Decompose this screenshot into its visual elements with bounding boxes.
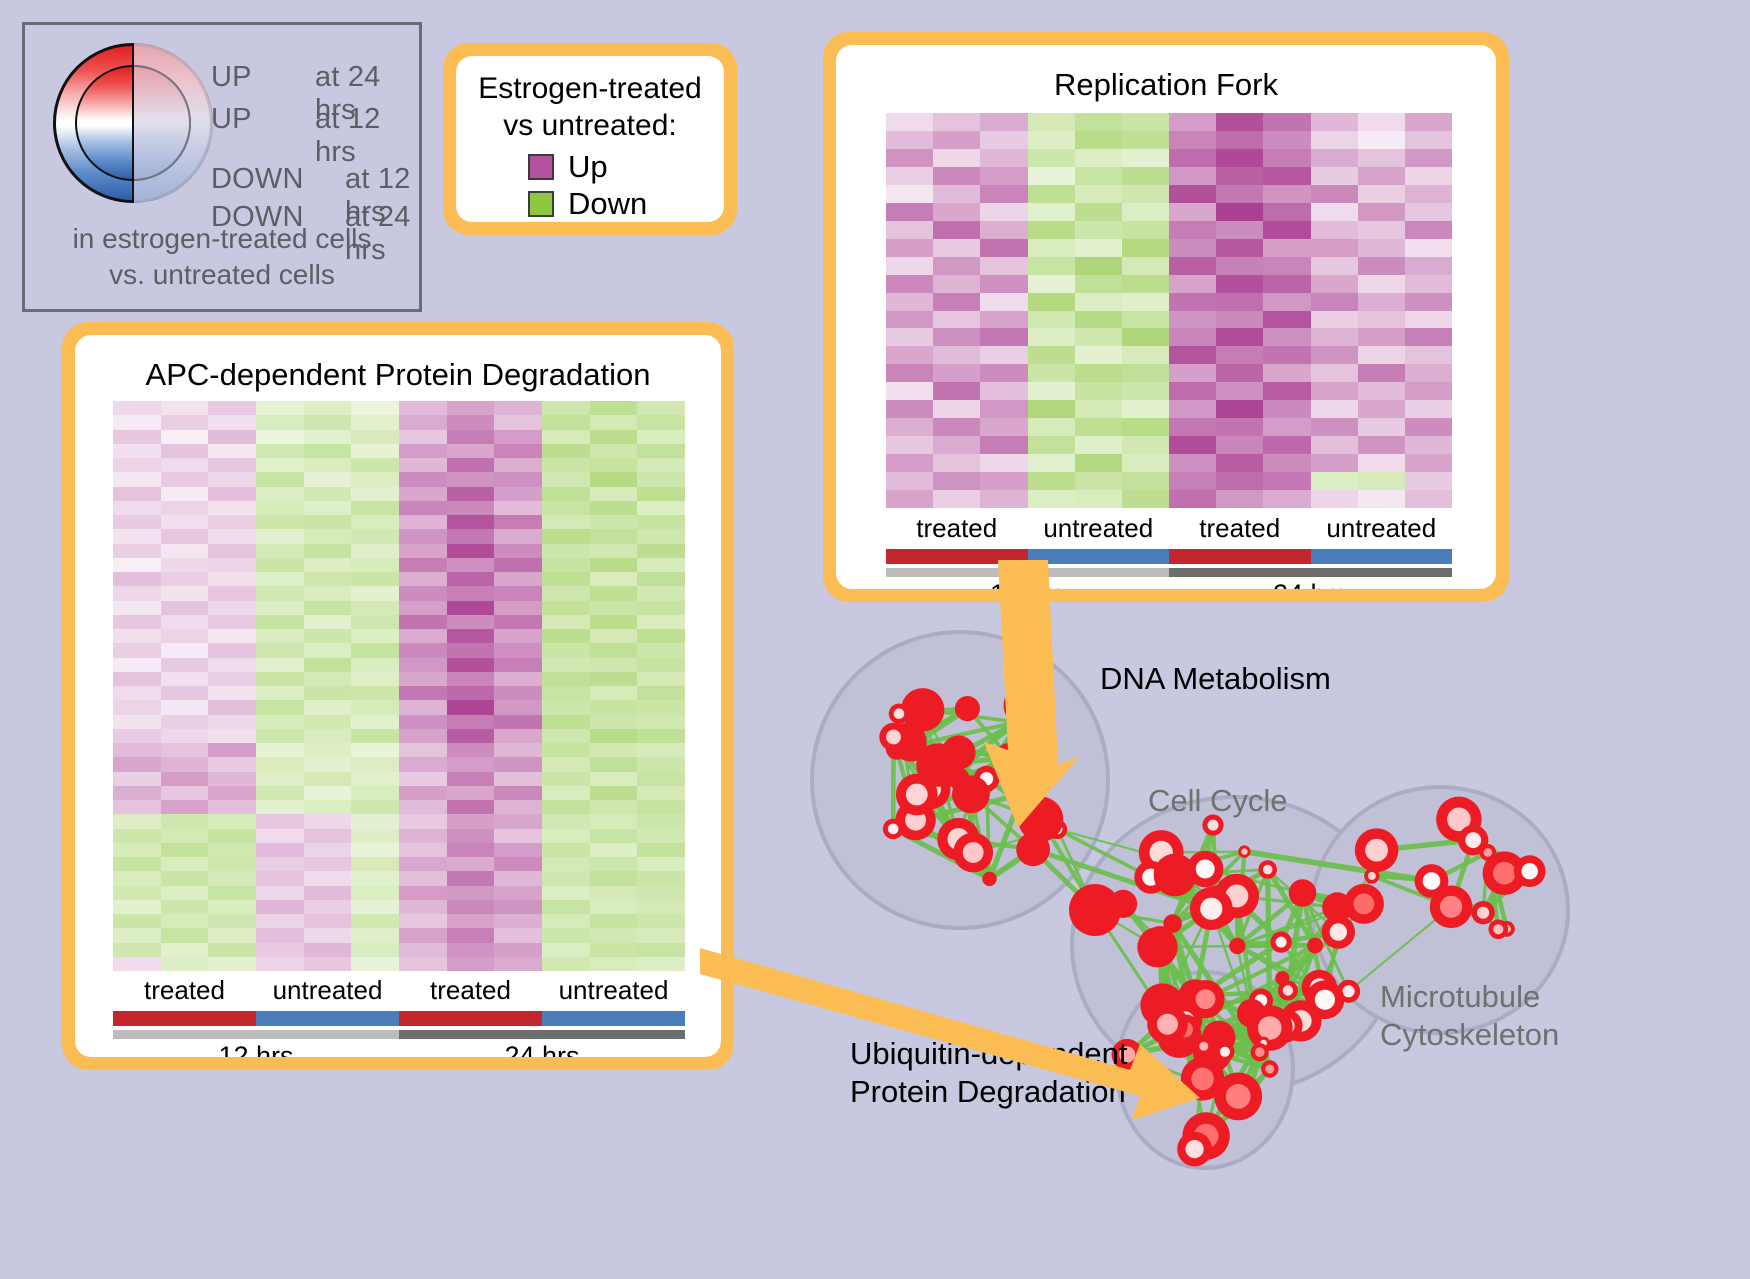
replication-fork-heatmap [886,113,1452,508]
legend-up-12-time: at 12 hrs [315,103,381,168]
legend-down-24-label: DOWN [211,201,304,233]
key-item-list: Up Down [528,148,647,222]
time-segment [399,1030,685,1039]
group-label: untreated [1326,513,1437,543]
label-microtubule-line2: Cytoskeleton [1380,1017,1560,1052]
group-label: treated [430,975,511,1005]
legend-up-12-label: UP [211,103,252,135]
down-color-swatch [528,190,554,217]
time-segment [1169,568,1452,577]
color-key-panel: Estrogen-treated vs untreated: Up Down [443,43,737,235]
legend-down-12-time: at 12 hrs [345,163,411,228]
network-graph-svg [879,684,1546,1167]
group-label: untreated [558,975,669,1005]
treatment-segment [399,1011,542,1026]
group-label: treated [1199,513,1281,543]
legend-up-24-label: UP [211,61,252,93]
legend-caption: in estrogen-treated cells vs. untreated … [25,221,419,293]
group-label: treated [144,975,225,1005]
apc-group-labels: treated untreated treated untreated [113,975,685,1009]
key-title: Estrogen-treated vs untreated: [456,70,724,144]
key-title-line2: vs untreated: [503,109,677,142]
up-label: Up [568,148,608,184]
arrow-apc-to-cluster [700,948,1200,1120]
legend-caption-line2: vs. untreated cells [109,259,335,290]
apc-panel-title: APC-dependent Protein Degradation [145,357,651,392]
concentric-ring-diagram [53,43,213,208]
apc-time-labels: 12 hrs 24 hrs [113,1041,685,1057]
replication-fork-treatment-bar [886,549,1452,564]
key-item-down: Down [528,185,647,222]
legend-down-12-label: DOWN [211,163,304,195]
treatment-segment [256,1011,399,1026]
apc-heatmap [113,401,685,971]
legend-caption-line1: in estrogen-treated cells [72,223,372,254]
ring-divider-line [132,43,134,203]
group-label: untreated [1043,513,1154,543]
label-dna-metabolism: DNA Metabolism [1100,661,1331,696]
apc-time-bar [113,1030,685,1039]
arrow-replication-fork-to-cluster [984,560,1080,828]
legend-up-24-time: at 24 hrs [315,61,381,126]
treatment-segment [886,549,1028,564]
label-ubiquitin-line2: Protein Degradation [850,1074,1126,1109]
time-segment [113,1030,399,1039]
treatment-segment [1169,549,1311,564]
group-label: untreated [272,975,383,1005]
time-label: 24 hrs [504,1041,580,1057]
time-label: 24 hrs [1169,579,1452,589]
replication-fork-panel: Replication Fork treated untreated treated… [823,32,1509,602]
treatment-segment [542,1011,685,1026]
circle-legend-box: UP at 24 hrs UP at 12 hrs DOWN at 12 hrs… [22,22,422,312]
key-title-line1: Estrogen-treated [478,72,702,105]
treatment-segment [1310,549,1452,564]
treatment-segment [1027,549,1169,564]
pathway-network-diagram: DNA Metabolism Cell Cycle Microtubule Cy… [790,610,1750,1279]
treatment-segment [113,1011,256,1026]
apc-degradation-panel: APC-dependent Protein Degradation treate… [62,322,734,1070]
key-item-up: Up [528,148,647,185]
replication-fork-group-labels: treated untreated treated untreated [886,513,1452,547]
apc-treatment-bar [113,1011,685,1026]
group-label: treated [916,513,998,543]
label-microtubule-line1: Microtubule [1380,979,1541,1014]
replication-fork-title: Replication Fork [1054,67,1278,102]
time-label: 12 hrs [218,1041,294,1057]
label-microtubule: Microtubule Cytoskeleton [1380,978,1560,1054]
legend-down-24-time: at 24 hrs [345,201,411,266]
up-color-swatch [528,153,554,180]
down-label: Down [568,185,648,221]
label-cell-cycle: Cell Cycle [1148,783,1288,818]
